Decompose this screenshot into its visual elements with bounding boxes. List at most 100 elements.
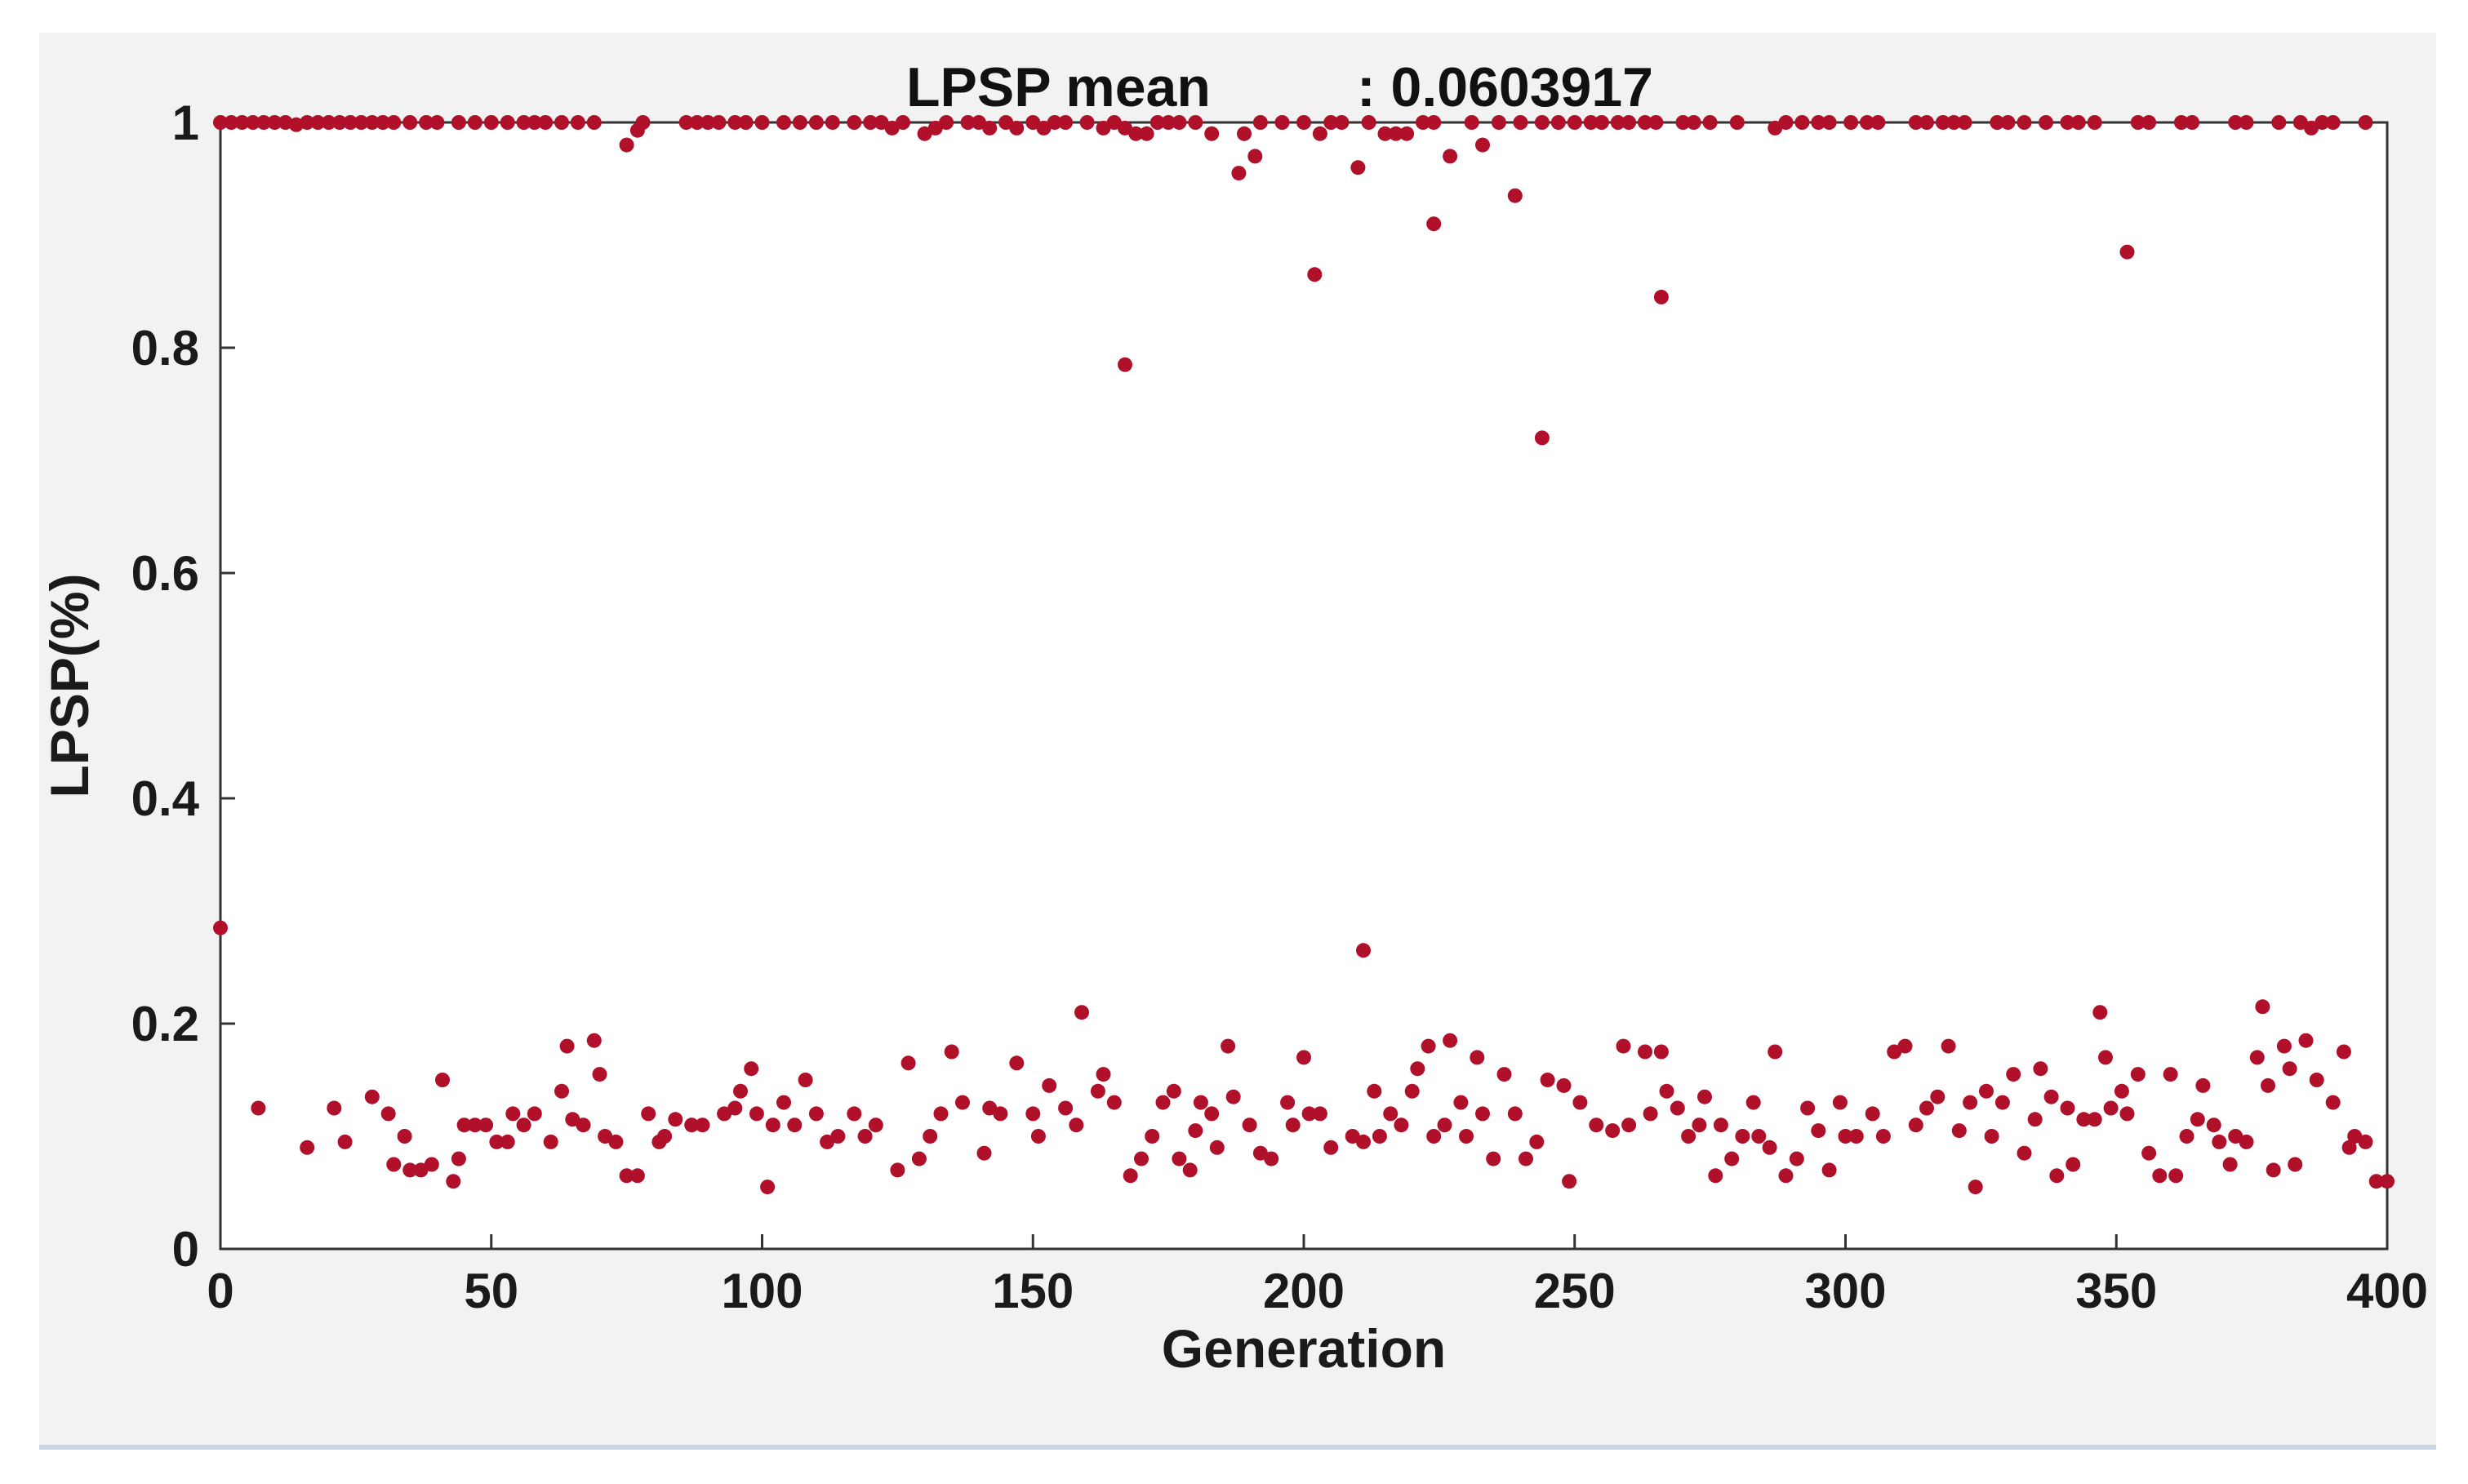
data-point	[2228, 115, 2243, 130]
data-point	[808, 115, 824, 130]
data-point	[1475, 137, 1490, 153]
data-point	[1540, 1073, 1555, 1087]
data-point	[1963, 1095, 1978, 1110]
data-point	[1908, 1117, 1923, 1133]
data-point	[402, 115, 418, 130]
data-point	[327, 1100, 342, 1116]
data-point	[478, 1117, 494, 1133]
data-point	[668, 1112, 683, 1127]
data-point	[727, 1100, 743, 1116]
data-point	[2309, 1073, 2324, 1087]
data-point	[1118, 120, 1132, 136]
data-point	[397, 1129, 412, 1144]
data-point	[884, 120, 900, 136]
data-point	[1562, 1174, 1577, 1189]
data-point	[1794, 115, 1810, 130]
data-point	[830, 1129, 846, 1144]
data-point	[2043, 1089, 2059, 1104]
data-point	[1106, 115, 1122, 130]
data-point	[2282, 1061, 2297, 1077]
data-point	[657, 1129, 673, 1144]
data-point	[1096, 120, 1111, 136]
data-point	[2114, 1083, 2129, 1099]
data-point	[749, 1106, 764, 1122]
data-point	[2130, 115, 2146, 130]
data-point	[1475, 1106, 1490, 1122]
data-point	[2049, 1168, 2065, 1184]
data-point	[337, 1134, 353, 1149]
data-point	[1069, 1117, 1084, 1133]
data-point	[402, 1162, 418, 1178]
data-point	[1648, 115, 1664, 130]
data-point	[467, 115, 482, 130]
data-point	[1708, 1168, 1723, 1184]
data-point	[2070, 115, 2086, 130]
data-point	[2087, 1112, 2102, 1127]
data-point	[1745, 1095, 1761, 1110]
data-point	[1610, 115, 1625, 130]
data-point	[456, 1117, 472, 1133]
data-point	[1323, 1140, 1339, 1155]
data-point	[923, 1129, 938, 1144]
data-point	[1507, 1106, 1523, 1122]
data-point	[1188, 115, 1203, 130]
data-point	[608, 1134, 624, 1149]
data-point	[1058, 1100, 1074, 1116]
data-point	[1296, 1050, 1311, 1065]
data-point	[733, 1083, 748, 1099]
data-point	[1079, 115, 1095, 130]
data-point	[2347, 1129, 2363, 1144]
data-point	[1312, 1106, 1327, 1122]
data-point	[2368, 1174, 2384, 1189]
data-point	[2060, 1100, 2075, 1116]
data-point	[1009, 1055, 1025, 1071]
data-point	[1643, 1106, 1658, 1122]
data-point	[2266, 1162, 2281, 1178]
data-point	[1166, 1083, 1181, 1099]
data-point	[2239, 115, 2254, 130]
data-point	[1193, 1095, 1208, 1110]
data-point	[1724, 1151, 1740, 1166]
data-point	[1470, 1050, 1485, 1065]
data-point	[1638, 115, 1652, 130]
data-point	[1513, 115, 1528, 130]
data-point	[1416, 115, 1430, 130]
data-point	[1361, 115, 1376, 130]
data-point	[2185, 115, 2200, 130]
data-point	[1404, 1083, 1420, 1099]
data-point	[1209, 1140, 1225, 1155]
data-point	[435, 1073, 450, 1087]
data-point	[1188, 1123, 1203, 1139]
data-point	[2358, 1134, 2373, 1149]
y-tick-label: 1	[172, 96, 199, 150]
data-point	[857, 1129, 873, 1144]
data-point	[1377, 126, 1393, 141]
data-point	[1242, 1117, 1257, 1133]
data-point	[2179, 1129, 2195, 1144]
data-point	[998, 115, 1014, 130]
data-point	[971, 115, 986, 130]
chart-title-value: : 0.0603917	[1357, 56, 1653, 118]
data-point	[500, 115, 515, 130]
data-point	[1356, 1134, 1371, 1149]
data-point	[982, 120, 998, 136]
data-point	[332, 115, 347, 130]
data-point	[2141, 1145, 2157, 1161]
data-point	[1957, 115, 1972, 130]
data-point	[2066, 1157, 2081, 1172]
data-point	[245, 115, 260, 130]
data-point	[1692, 1117, 1707, 1133]
data-point	[1453, 1095, 1469, 1110]
data-point	[1811, 1123, 1826, 1139]
data-point	[1437, 1117, 1452, 1133]
data-point	[1762, 1140, 1777, 1155]
data-point	[754, 115, 770, 130]
data-point	[939, 115, 954, 130]
data-point	[2163, 1067, 2178, 1082]
data-point	[1459, 1129, 1474, 1144]
data-point	[2276, 1038, 2292, 1054]
data-point	[1399, 126, 1415, 141]
data-point	[1979, 1083, 1994, 1099]
data-point	[1096, 1067, 1111, 1082]
data-point	[2212, 1134, 2227, 1149]
